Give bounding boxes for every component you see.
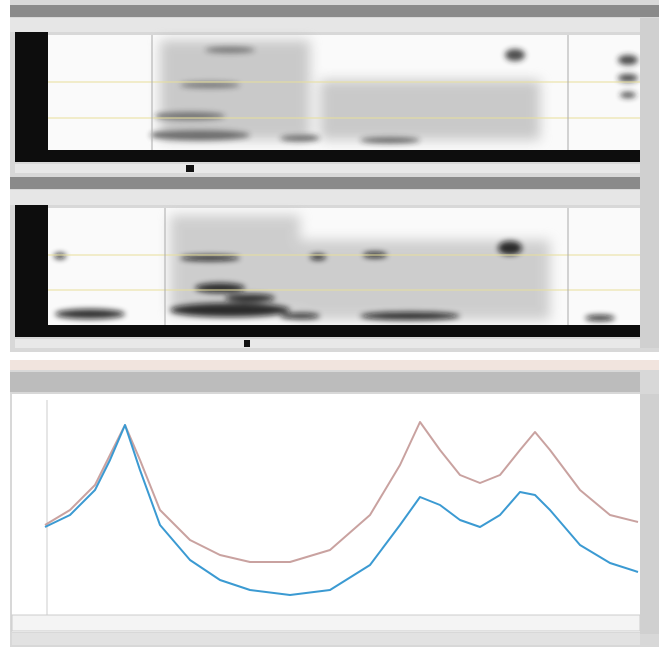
toolbar [10, 372, 640, 392]
title-bar [10, 177, 659, 189]
x-axis-strip [15, 150, 640, 162]
title-bar [10, 360, 659, 370]
scrollbar[interactable] [15, 339, 640, 348]
x-axis-strip [15, 325, 640, 337]
y-axis-strip [15, 205, 48, 337]
side-toolbar [640, 18, 659, 348]
y-axis-strip [15, 32, 48, 162]
title-bar [10, 5, 659, 17]
scrollbar[interactable] [15, 164, 640, 173]
toolbar [10, 18, 640, 32]
x-axis-strip [12, 615, 640, 631]
app-screenshot [0, 0, 659, 647]
plot-area [12, 394, 640, 632]
scrollbar[interactable] [12, 633, 640, 645]
side-toolbar [640, 394, 659, 634]
screen [0, 0, 659, 647]
scroll-thumb[interactable] [186, 165, 194, 172]
scroll-thumb[interactable] [244, 340, 250, 347]
toolbar [10, 190, 640, 205]
